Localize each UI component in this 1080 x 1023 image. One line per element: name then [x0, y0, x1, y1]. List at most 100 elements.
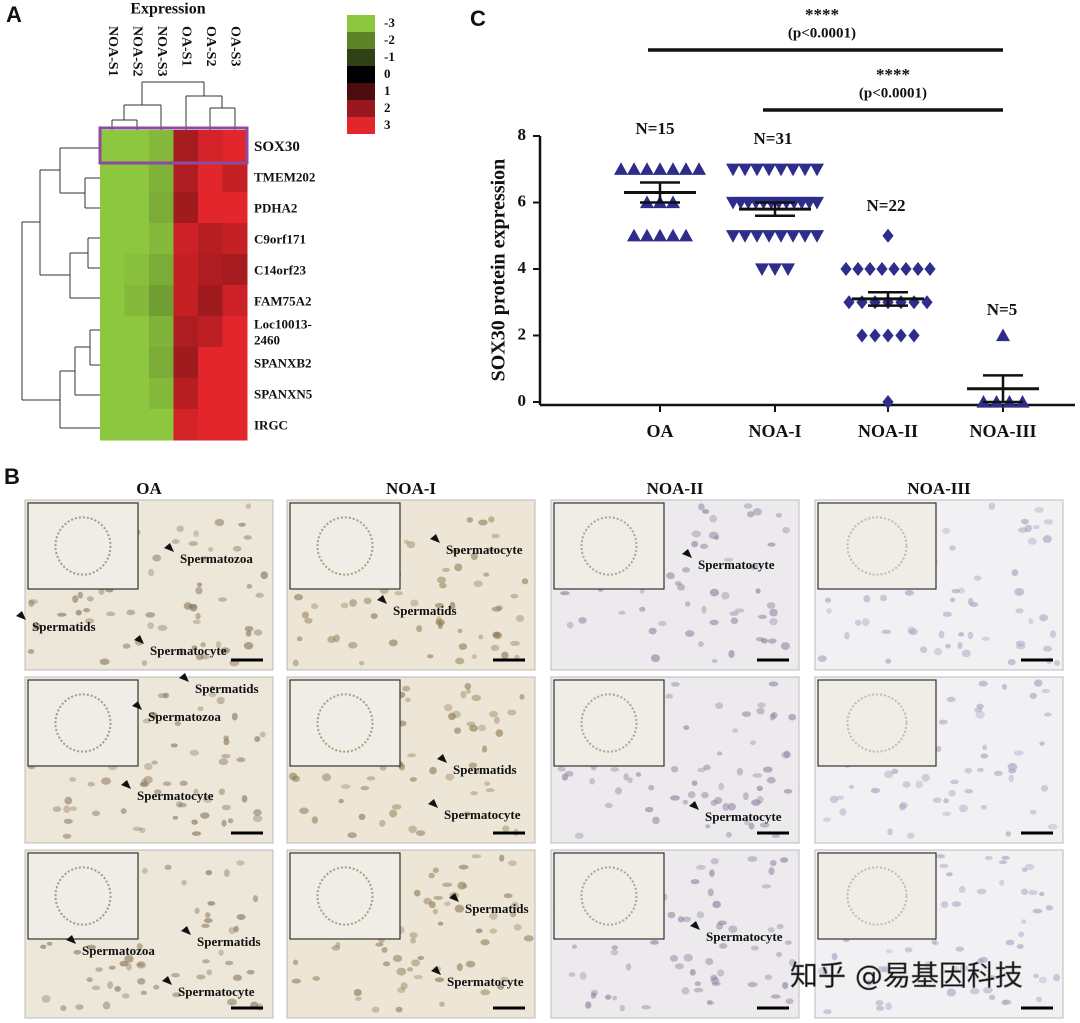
cell-texture — [136, 943, 143, 950]
cell-texture — [469, 724, 478, 732]
cell-texture — [1008, 768, 1017, 774]
cell-texture — [682, 916, 692, 923]
cell-texture — [437, 576, 447, 584]
data-point — [726, 230, 740, 243]
cell-texture — [481, 745, 488, 753]
cell-texture — [98, 588, 105, 596]
cell-texture — [707, 1000, 715, 1005]
data-point — [852, 262, 864, 276]
cell-texture — [915, 780, 924, 789]
cell-texture — [1033, 973, 1040, 979]
heatmap-cell — [173, 285, 199, 317]
cell-texture — [940, 901, 949, 908]
heatmap-cell — [198, 347, 223, 379]
cell-texture — [106, 611, 116, 617]
cell-texture — [758, 614, 767, 620]
cell-texture — [875, 1005, 885, 1011]
heatmap-cell — [124, 409, 150, 441]
cell-texture — [658, 621, 667, 627]
cell-texture — [311, 816, 319, 824]
cell-texture — [906, 832, 915, 839]
cell-texture — [521, 578, 529, 585]
cell-texture — [1018, 931, 1025, 938]
cell-texture — [195, 612, 201, 620]
column-label: NOA-S2 — [130, 26, 145, 77]
heatmap-cell — [124, 192, 150, 224]
heatmap-cell — [198, 161, 223, 193]
cell-label: Spermatocyte — [706, 929, 783, 944]
cell-texture — [83, 608, 91, 613]
cell-texture — [1005, 831, 1011, 837]
cell-texture — [28, 599, 39, 604]
heatmap-cell — [100, 347, 125, 379]
cell-texture — [456, 963, 463, 971]
arrowhead — [377, 595, 387, 604]
cell-texture — [64, 796, 73, 805]
arrowhead — [690, 921, 700, 930]
cell-texture — [946, 696, 956, 703]
cell-texture — [936, 854, 946, 859]
cell-texture — [958, 632, 965, 637]
cell-texture — [1043, 712, 1052, 717]
heatmap-cell — [173, 254, 199, 286]
cell-texture — [218, 788, 225, 796]
cell-texture — [998, 860, 1008, 865]
cell-texture — [988, 502, 996, 510]
cell-texture — [57, 612, 67, 617]
cell-texture — [246, 969, 255, 975]
cell-texture — [767, 638, 777, 644]
column-header: NOA-I — [386, 479, 436, 498]
cell-texture — [206, 969, 213, 976]
cell-texture — [665, 693, 674, 699]
cell-texture — [489, 928, 498, 934]
data-point — [882, 228, 894, 243]
cell-texture — [95, 967, 103, 972]
cell-texture — [571, 944, 578, 949]
cell-texture — [769, 608, 778, 617]
data-point — [924, 262, 936, 276]
cell-texture — [881, 629, 892, 634]
cell-texture — [335, 942, 341, 948]
arrowhead — [164, 543, 174, 552]
cell-texture — [72, 595, 79, 603]
highlight-box — [98, 126, 249, 165]
heatmap-cell — [100, 192, 125, 224]
cell-texture — [605, 994, 612, 1000]
data-point — [895, 295, 907, 310]
cell-texture — [677, 583, 685, 591]
cell-texture — [433, 895, 444, 900]
cell-label: Spermatocyte — [444, 807, 521, 822]
cell-texture — [232, 974, 243, 981]
cell-texture — [232, 545, 242, 552]
cell-texture — [648, 627, 657, 635]
cell-texture — [709, 514, 718, 523]
cell-texture — [331, 945, 341, 951]
n-label: N=22 — [867, 196, 906, 215]
n-label: N=15 — [636, 119, 675, 138]
cell-texture — [766, 602, 776, 609]
cell-texture — [770, 994, 781, 999]
cell-texture — [253, 809, 262, 816]
cell-texture — [396, 967, 407, 976]
cell-texture — [62, 833, 72, 839]
inset — [553, 502, 665, 590]
cell-texture — [409, 932, 418, 939]
y-tick-label: 6 — [518, 191, 527, 210]
cell-texture — [749, 740, 756, 746]
cell-texture — [824, 597, 832, 603]
cell-texture — [1043, 645, 1052, 652]
cell-texture — [677, 916, 685, 923]
cell-texture — [610, 949, 619, 956]
cell-texture — [124, 955, 134, 963]
data-point — [738, 230, 752, 243]
cell-texture — [478, 519, 488, 526]
gene-label: Loc10013-2460 — [254, 317, 312, 348]
cell-texture — [1029, 692, 1037, 699]
colorbar-cell — [347, 66, 375, 83]
heatmap-cell — [149, 223, 174, 255]
cell-texture — [728, 650, 735, 658]
cell-texture — [723, 557, 734, 562]
data-point — [798, 163, 812, 177]
cell-texture — [60, 1005, 67, 1012]
cell-texture — [429, 766, 437, 775]
